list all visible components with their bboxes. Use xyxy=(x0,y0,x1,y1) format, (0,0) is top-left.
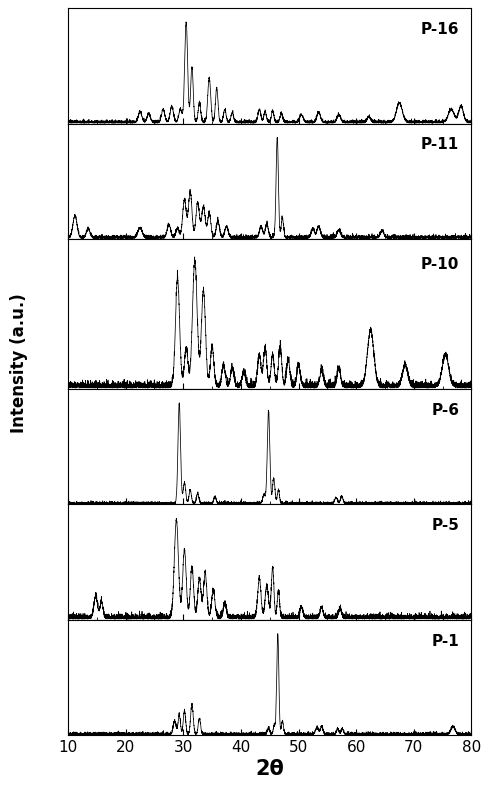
Text: P-1: P-1 xyxy=(432,633,459,649)
Text: P-11: P-11 xyxy=(421,137,459,153)
X-axis label: 2θ: 2θ xyxy=(255,760,284,779)
Text: P-10: P-10 xyxy=(421,257,459,272)
Text: Intensity (a.u.): Intensity (a.u.) xyxy=(10,294,28,433)
Text: P-16: P-16 xyxy=(421,22,459,37)
Text: P-6: P-6 xyxy=(431,403,459,418)
Text: P-5: P-5 xyxy=(432,518,459,533)
